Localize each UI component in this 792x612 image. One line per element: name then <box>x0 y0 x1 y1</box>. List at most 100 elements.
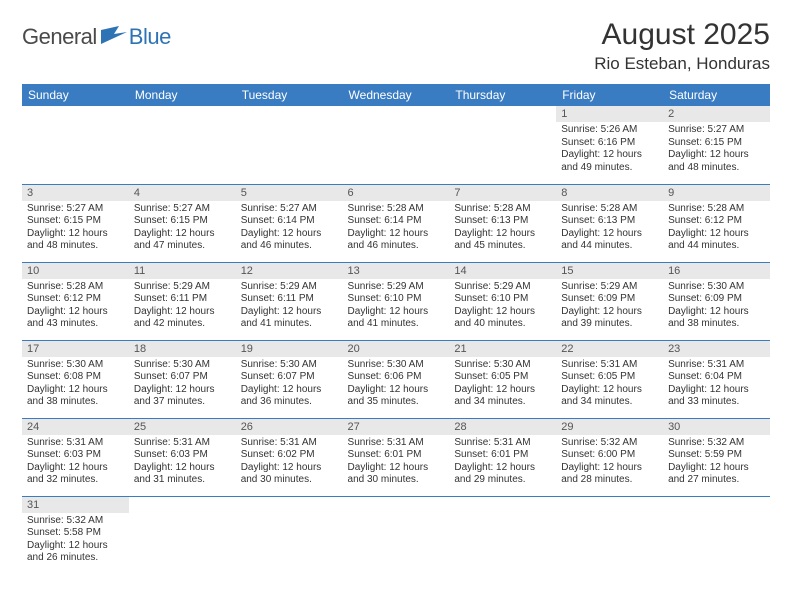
day-details: Sunrise: 5:32 AMSunset: 5:58 PMDaylight:… <box>22 513 129 569</box>
day-details: Sunrise: 5:28 AMSunset: 6:12 PMDaylight:… <box>663 201 770 257</box>
calendar-week-row: 17Sunrise: 5:30 AMSunset: 6:08 PMDayligh… <box>22 340 770 418</box>
calendar-day-cell: 1Sunrise: 5:26 AMSunset: 6:16 PMDaylight… <box>556 106 663 184</box>
day-number: 31 <box>22 497 129 513</box>
calendar-day-cell: 25Sunrise: 5:31 AMSunset: 6:03 PMDayligh… <box>129 418 236 496</box>
page-header: General Blue August 2025 Rio Esteban, Ho… <box>22 18 770 74</box>
sunrise-line: Sunrise: 5:28 AM <box>668 203 765 216</box>
sunset-line: Sunset: 6:00 PM <box>561 449 658 462</box>
day-details: Sunrise: 5:32 AMSunset: 5:59 PMDaylight:… <box>663 435 770 491</box>
calendar-day-cell: 4Sunrise: 5:27 AMSunset: 6:15 PMDaylight… <box>129 184 236 262</box>
sunset-line: Sunset: 6:01 PM <box>348 449 445 462</box>
calendar-day-cell <box>129 496 236 574</box>
calendar-day-cell: 10Sunrise: 5:28 AMSunset: 6:12 PMDayligh… <box>22 262 129 340</box>
calendar-day-cell: 5Sunrise: 5:27 AMSunset: 6:14 PMDaylight… <box>236 184 343 262</box>
calendar-day-cell: 8Sunrise: 5:28 AMSunset: 6:13 PMDaylight… <box>556 184 663 262</box>
day-number: 23 <box>663 341 770 357</box>
day-number: 29 <box>556 419 663 435</box>
calendar-week-row: 3Sunrise: 5:27 AMSunset: 6:15 PMDaylight… <box>22 184 770 262</box>
weekday-header: Wednesday <box>343 84 450 106</box>
day-number: 8 <box>556 185 663 201</box>
day-number: 4 <box>129 185 236 201</box>
sunset-line: Sunset: 6:05 PM <box>561 371 658 384</box>
sunrise-line: Sunrise: 5:30 AM <box>668 281 765 294</box>
calendar-day-cell: 19Sunrise: 5:30 AMSunset: 6:07 PMDayligh… <box>236 340 343 418</box>
day-details: Sunrise: 5:27 AMSunset: 6:14 PMDaylight:… <box>236 201 343 257</box>
sunrise-line: Sunrise: 5:29 AM <box>454 281 551 294</box>
day-details: Sunrise: 5:29 AMSunset: 6:10 PMDaylight:… <box>343 279 450 335</box>
calendar-day-cell: 15Sunrise: 5:29 AMSunset: 6:09 PMDayligh… <box>556 262 663 340</box>
daylight-line: Daylight: 12 hours and 49 minutes. <box>561 149 658 174</box>
day-number: 6 <box>343 185 450 201</box>
day-details: Sunrise: 5:29 AMSunset: 6:09 PMDaylight:… <box>556 279 663 335</box>
sunset-line: Sunset: 6:09 PM <box>668 293 765 306</box>
daylight-line: Daylight: 12 hours and 42 minutes. <box>134 306 231 331</box>
calendar-day-cell <box>129 106 236 184</box>
day-details: Sunrise: 5:28 AMSunset: 6:13 PMDaylight:… <box>556 201 663 257</box>
sunset-line: Sunset: 6:07 PM <box>134 371 231 384</box>
daylight-line: Daylight: 12 hours and 45 minutes. <box>454 228 551 253</box>
day-number: 18 <box>129 341 236 357</box>
day-number: 28 <box>449 419 556 435</box>
day-number: 13 <box>343 263 450 279</box>
sunrise-line: Sunrise: 5:32 AM <box>561 437 658 450</box>
day-details: Sunrise: 5:30 AMSunset: 6:07 PMDaylight:… <box>236 357 343 413</box>
calendar-body: 1Sunrise: 5:26 AMSunset: 6:16 PMDaylight… <box>22 106 770 574</box>
day-number: 16 <box>663 263 770 279</box>
sunrise-line: Sunrise: 5:30 AM <box>134 359 231 372</box>
sunrise-line: Sunrise: 5:28 AM <box>454 203 551 216</box>
day-number: 7 <box>449 185 556 201</box>
sunset-line: Sunset: 6:15 PM <box>134 215 231 228</box>
day-details: Sunrise: 5:30 AMSunset: 6:06 PMDaylight:… <box>343 357 450 413</box>
day-details: Sunrise: 5:28 AMSunset: 6:14 PMDaylight:… <box>343 201 450 257</box>
daylight-line: Daylight: 12 hours and 44 minutes. <box>668 228 765 253</box>
day-details: Sunrise: 5:28 AMSunset: 6:13 PMDaylight:… <box>449 201 556 257</box>
calendar-day-cell: 21Sunrise: 5:30 AMSunset: 6:05 PMDayligh… <box>449 340 556 418</box>
calendar-day-cell: 3Sunrise: 5:27 AMSunset: 6:15 PMDaylight… <box>22 184 129 262</box>
day-details: Sunrise: 5:31 AMSunset: 6:02 PMDaylight:… <box>236 435 343 491</box>
day-details: Sunrise: 5:32 AMSunset: 6:00 PMDaylight:… <box>556 435 663 491</box>
day-details: Sunrise: 5:26 AMSunset: 6:16 PMDaylight:… <box>556 122 663 178</box>
calendar-day-cell: 18Sunrise: 5:30 AMSunset: 6:07 PMDayligh… <box>129 340 236 418</box>
sunrise-line: Sunrise: 5:27 AM <box>27 203 124 216</box>
daylight-line: Daylight: 12 hours and 30 minutes. <box>241 462 338 487</box>
day-number: 27 <box>343 419 450 435</box>
daylight-line: Daylight: 12 hours and 35 minutes. <box>348 384 445 409</box>
calendar-day-cell: 6Sunrise: 5:28 AMSunset: 6:14 PMDaylight… <box>343 184 450 262</box>
calendar-day-cell: 14Sunrise: 5:29 AMSunset: 6:10 PMDayligh… <box>449 262 556 340</box>
calendar-day-cell <box>343 496 450 574</box>
weekday-header: Saturday <box>663 84 770 106</box>
daylight-line: Daylight: 12 hours and 39 minutes. <box>561 306 658 331</box>
day-number: 12 <box>236 263 343 279</box>
sunrise-line: Sunrise: 5:30 AM <box>348 359 445 372</box>
sunrise-line: Sunrise: 5:30 AM <box>454 359 551 372</box>
calendar-day-cell <box>449 106 556 184</box>
sunset-line: Sunset: 6:14 PM <box>241 215 338 228</box>
daylight-line: Daylight: 12 hours and 48 minutes. <box>27 228 124 253</box>
day-details: Sunrise: 5:27 AMSunset: 6:15 PMDaylight:… <box>663 122 770 178</box>
day-details: Sunrise: 5:28 AMSunset: 6:12 PMDaylight:… <box>22 279 129 335</box>
day-number: 20 <box>343 341 450 357</box>
sunset-line: Sunset: 5:59 PM <box>668 449 765 462</box>
sunrise-line: Sunrise: 5:28 AM <box>27 281 124 294</box>
daylight-line: Daylight: 12 hours and 32 minutes. <box>27 462 124 487</box>
calendar-day-cell: 29Sunrise: 5:32 AMSunset: 6:00 PMDayligh… <box>556 418 663 496</box>
day-number: 22 <box>556 341 663 357</box>
calendar-day-cell: 31Sunrise: 5:32 AMSunset: 5:58 PMDayligh… <box>22 496 129 574</box>
day-details: Sunrise: 5:31 AMSunset: 6:03 PMDaylight:… <box>129 435 236 491</box>
sunset-line: Sunset: 6:15 PM <box>27 215 124 228</box>
logo: General Blue <box>22 24 171 50</box>
daylight-line: Daylight: 12 hours and 30 minutes. <box>348 462 445 487</box>
daylight-line: Daylight: 12 hours and 36 minutes. <box>241 384 338 409</box>
sunset-line: Sunset: 6:11 PM <box>134 293 231 306</box>
daylight-line: Daylight: 12 hours and 41 minutes. <box>241 306 338 331</box>
sunrise-line: Sunrise: 5:27 AM <box>134 203 231 216</box>
day-number: 26 <box>236 419 343 435</box>
calendar-day-cell: 7Sunrise: 5:28 AMSunset: 6:13 PMDaylight… <box>449 184 556 262</box>
daylight-line: Daylight: 12 hours and 34 minutes. <box>561 384 658 409</box>
calendar-week-row: 24Sunrise: 5:31 AMSunset: 6:03 PMDayligh… <box>22 418 770 496</box>
calendar-day-cell: 13Sunrise: 5:29 AMSunset: 6:10 PMDayligh… <box>343 262 450 340</box>
day-details: Sunrise: 5:29 AMSunset: 6:10 PMDaylight:… <box>449 279 556 335</box>
sunrise-line: Sunrise: 5:31 AM <box>561 359 658 372</box>
daylight-line: Daylight: 12 hours and 38 minutes. <box>27 384 124 409</box>
calendar-day-cell: 9Sunrise: 5:28 AMSunset: 6:12 PMDaylight… <box>663 184 770 262</box>
